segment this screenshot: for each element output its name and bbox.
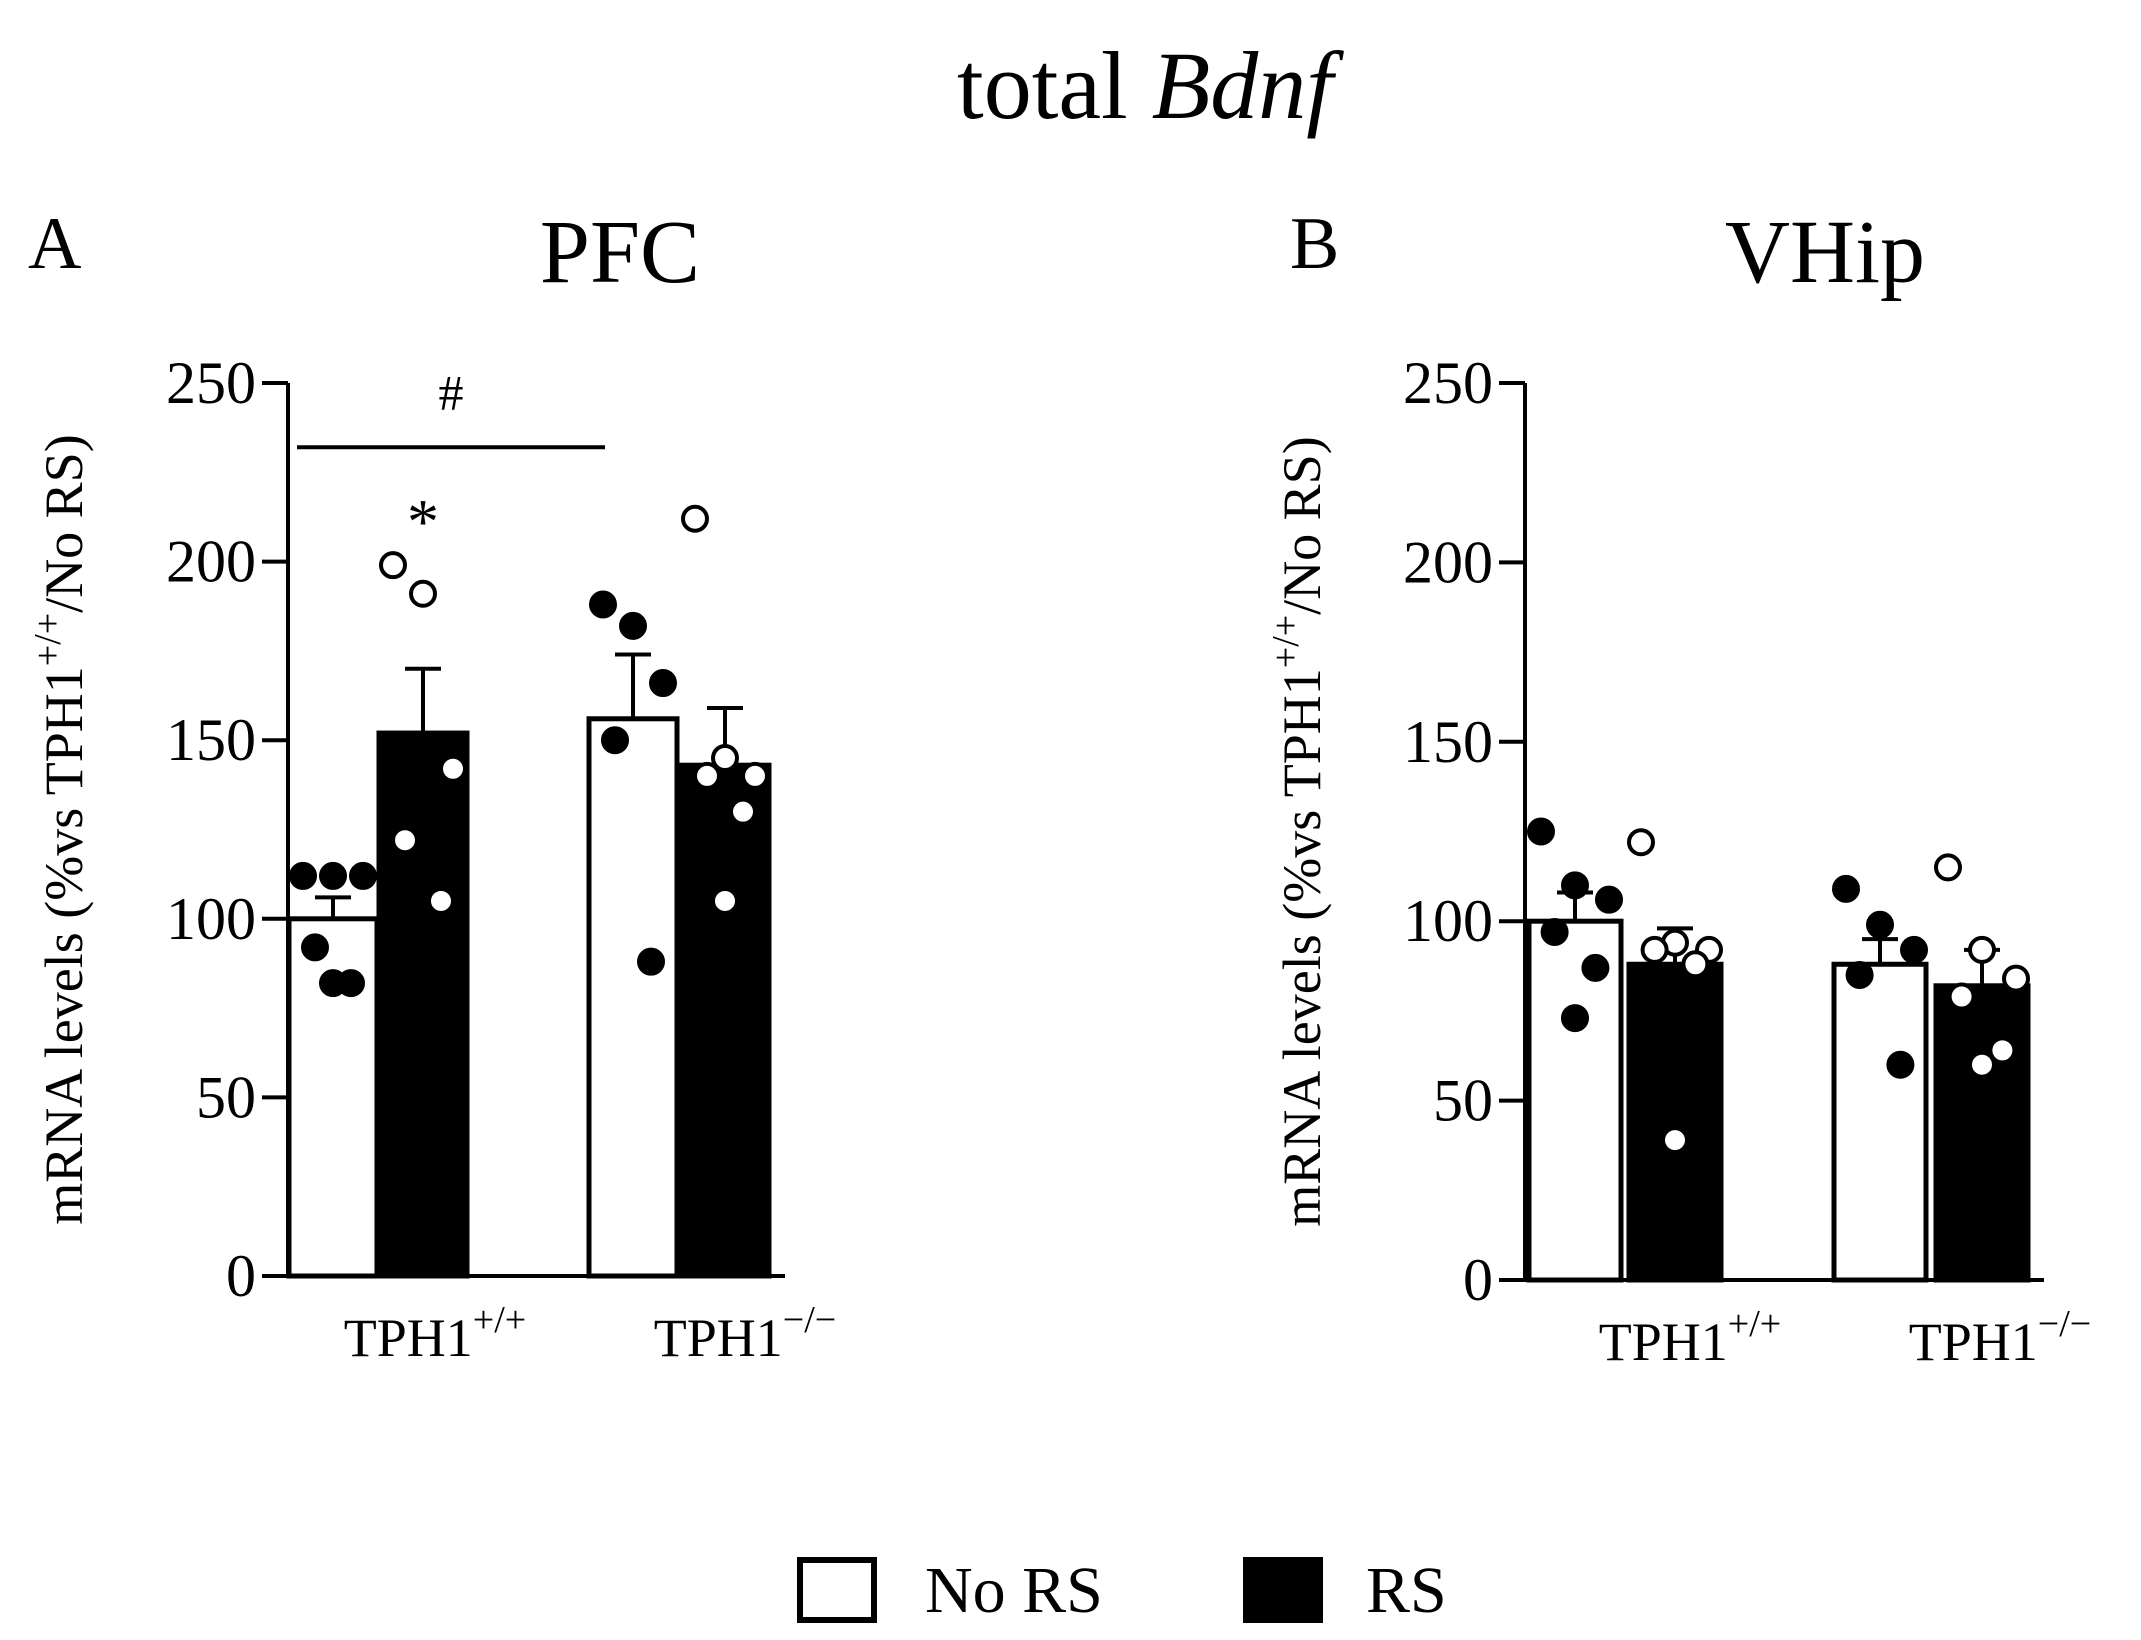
x-category-label: TPH1+/+ [344, 1299, 526, 1368]
x-category-base: TPH1 [1909, 1312, 2038, 1372]
data-point-no-rs [649, 669, 677, 698]
bar-no-rs [1526, 918, 1624, 1283]
legend-label-no-rs: No RS [925, 1554, 1103, 1627]
y-tick-label: 50 [196, 1064, 256, 1130]
data-point-rs [1968, 935, 1996, 964]
data-point-rs [711, 744, 739, 773]
y-tick-label: 0 [226, 1243, 256, 1309]
bar-rs [1933, 983, 2031, 1283]
bar-no-rs [1831, 961, 1929, 1283]
x-category-base: TPH1 [1599, 1312, 1728, 1372]
y-axis-label-end: /No RS) [34, 434, 94, 613]
bar-no-rs [586, 716, 680, 1279]
data-point-no-rs [1886, 1050, 1915, 1079]
bar-rs [376, 730, 470, 1279]
y-tick-label: 150 [1403, 709, 1493, 775]
data-point-rs [711, 886, 739, 915]
y-axis-label-sup: +/+ [1265, 615, 1307, 668]
legend-swatch-rs [1243, 1557, 1323, 1623]
y-tick-label: 150 [166, 707, 256, 773]
y-tick-label: 200 [1403, 529, 1493, 595]
data-point-no-rs [319, 861, 347, 890]
panel-title: VHip [1725, 203, 1925, 302]
data-point-no-rs [1561, 871, 1589, 900]
data-point-rs [1968, 1050, 1996, 1079]
panel-letter: B [1290, 203, 1339, 285]
panel-letter: A [28, 203, 81, 285]
data-point-rs [1661, 1126, 1689, 1155]
data-point-no-rs [1832, 874, 1860, 903]
x-category-base: TPH1 [654, 1308, 783, 1368]
data-point-no-rs [1540, 917, 1569, 946]
panel-b-vhip: B VHip 0 50 100 150 200 250 mRNA levels (%vs TPH… [1265, 203, 2091, 1372]
bar-rs [1626, 961, 1724, 1283]
data-point-no-rs [1595, 885, 1623, 914]
legend-swatch-no-rs [797, 1557, 877, 1623]
figure-title-gene: Bdnf [1152, 32, 1345, 139]
significance-star: * [407, 486, 439, 557]
legend-label-rs: RS [1366, 1554, 1447, 1627]
data-point-rs [2002, 964, 2030, 993]
y-axis-label-main: mRNA levels (%vs TPH1 [34, 666, 94, 1225]
y-tick-label: 250 [1403, 350, 1493, 416]
data-point-rs [741, 761, 769, 790]
x-category-label: TPH1+/+ [1599, 1303, 1781, 1372]
y-axis-label-end: /No RS) [1272, 436, 1332, 615]
data-point-no-rs [1866, 910, 1894, 939]
x-category-sup: +/+ [473, 1299, 526, 1341]
y-tick-label: 200 [166, 529, 256, 595]
data-point-rs [427, 886, 455, 915]
panel-a-pfc: A PFC 0 50 100 150 200 250 mRNA levels (%vs TPH1… [27, 203, 836, 1368]
data-point-no-rs [601, 726, 629, 755]
data-point-no-rs [301, 933, 329, 962]
data-point-rs [1934, 853, 1962, 882]
data-point-rs [1640, 935, 1669, 964]
y-axis-label: mRNA levels (%vs TPH1+/+/No RS) [1265, 436, 1332, 1226]
data-point-no-rs [1845, 961, 1874, 990]
y-tick-label: 100 [166, 886, 256, 952]
data-point-no-rs [289, 861, 317, 890]
data-point-rs [1627, 828, 1655, 857]
y-tick-label: 100 [1403, 888, 1493, 954]
x-category-sup: −/− [783, 1299, 836, 1341]
data-point-rs [1947, 982, 1976, 1011]
data-point-rs [409, 579, 437, 608]
x-category-base: TPH1 [344, 1308, 473, 1368]
data-point-no-rs [637, 947, 665, 976]
x-category-label: TPH1−/− [654, 1299, 836, 1368]
data-point-rs [439, 754, 467, 783]
x-category-label: TPH1−/− [1909, 1303, 2091, 1372]
legend: No RS RS [797, 1554, 1447, 1627]
data-point-no-rs [1527, 817, 1555, 846]
panel-title: PFC [540, 203, 700, 302]
data-point-no-rs [319, 969, 347, 998]
y-tick-label: 50 [1433, 1068, 1493, 1134]
y-axis-label: mRNA levels (%vs TPH1+/+/No RS) [27, 434, 94, 1224]
figure-title: total Bdnf [957, 32, 1344, 139]
data-point-no-rs [589, 590, 617, 619]
data-point-no-rs [1900, 935, 1928, 964]
figure-title-prefix: total [957, 32, 1152, 139]
data-point-rs [1988, 1036, 2017, 1065]
significance-hash: # [439, 364, 464, 420]
data-point-rs [681, 504, 709, 533]
x-category-sup: −/− [2038, 1303, 2091, 1345]
data-point-no-rs [349, 861, 377, 890]
data-point-rs [729, 797, 757, 826]
data-point-rs [1681, 950, 1710, 979]
y-tick-label: 250 [166, 350, 256, 416]
data-point-rs [379, 551, 407, 580]
y-axis-label-sup: +/+ [27, 613, 69, 666]
data-point-no-rs [1581, 953, 1610, 982]
data-point-rs [391, 826, 419, 855]
y-axis-label-main: mRNA levels (%vs TPH1 [1272, 668, 1332, 1227]
bar-rs [678, 762, 772, 1279]
data-point-no-rs [619, 611, 647, 640]
x-category-sup: +/+ [1728, 1303, 1781, 1345]
data-point-rs [693, 761, 721, 790]
y-tick-label: 0 [1463, 1247, 1493, 1313]
data-point-no-rs [1561, 1004, 1589, 1033]
